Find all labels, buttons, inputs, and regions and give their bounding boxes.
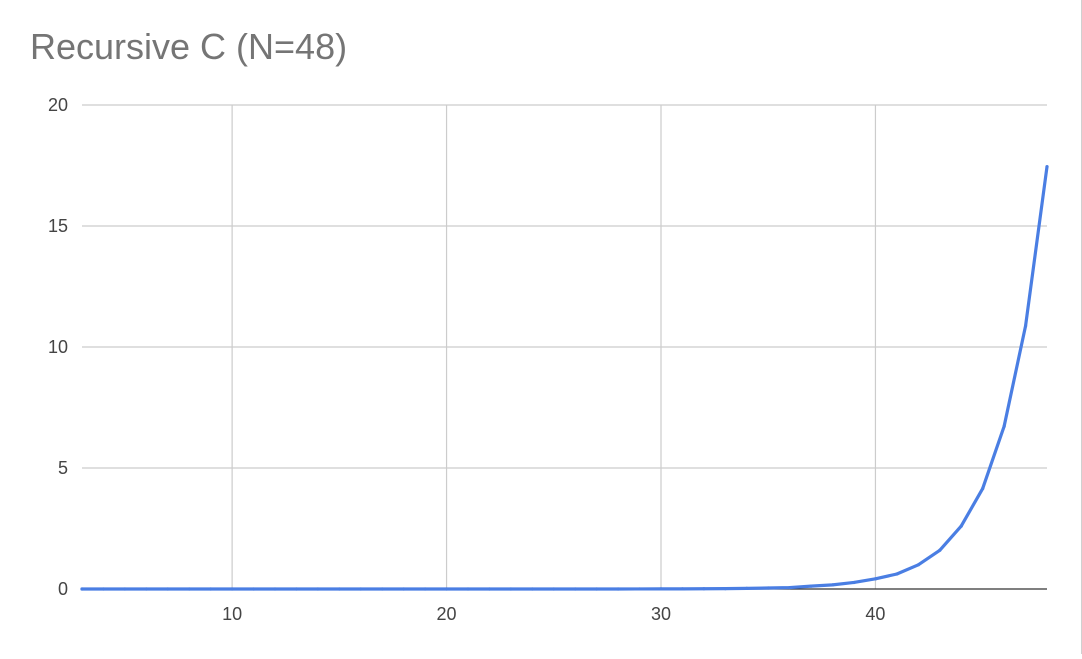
data-point [187, 587, 191, 591]
data-point [466, 587, 470, 591]
data-point [809, 584, 813, 588]
data-point [637, 587, 642, 591]
data-point [702, 587, 706, 591]
data-point [723, 587, 727, 591]
data-point [423, 587, 427, 591]
x-tick-label: 30 [651, 604, 671, 624]
data-point [981, 486, 985, 491]
y-tick-label: 0 [58, 579, 68, 599]
data-point [916, 563, 920, 567]
y-tick-label: 5 [58, 458, 68, 478]
data-point [766, 586, 770, 590]
y-tick-label: 10 [48, 337, 68, 357]
data-point [680, 587, 685, 591]
data-point [402, 587, 406, 591]
data-point [209, 587, 213, 591]
x-tick-label: 40 [865, 604, 885, 624]
data-point [294, 587, 299, 591]
data-point [595, 587, 599, 591]
data-point [101, 587, 106, 591]
x-tick-label: 20 [437, 604, 457, 624]
data-point [552, 587, 556, 591]
data-point [273, 587, 277, 591]
data-point [1045, 165, 1049, 169]
data-point [144, 587, 148, 591]
data-point [616, 587, 620, 591]
data-point [1023, 324, 1028, 328]
data-point [1002, 424, 1006, 428]
x-tick-label: 10 [222, 604, 242, 624]
data-point [487, 587, 492, 591]
chart-title: Recursive C (N=48) [30, 26, 348, 67]
data-point [509, 587, 513, 591]
y-tick-label: 20 [48, 95, 68, 115]
data-point [316, 587, 320, 591]
data-point [659, 587, 663, 591]
data-point [80, 587, 84, 591]
data-point [852, 580, 856, 585]
data-point [230, 587, 234, 591]
data-point [895, 572, 899, 576]
data-point [530, 587, 534, 591]
data-point [788, 585, 792, 590]
y-tick-label: 15 [48, 216, 68, 236]
data-point [123, 587, 127, 591]
data-point [166, 587, 170, 591]
data-point [380, 587, 384, 591]
data-point [938, 548, 942, 552]
data-point [873, 577, 878, 581]
data-point [959, 524, 963, 528]
series-line [80, 165, 1049, 591]
data-point [745, 586, 749, 590]
data-point [830, 583, 835, 587]
data-point [359, 587, 363, 591]
data-point [337, 587, 341, 591]
data-point [444, 587, 449, 591]
data-point [573, 587, 577, 591]
data-point [251, 587, 256, 591]
